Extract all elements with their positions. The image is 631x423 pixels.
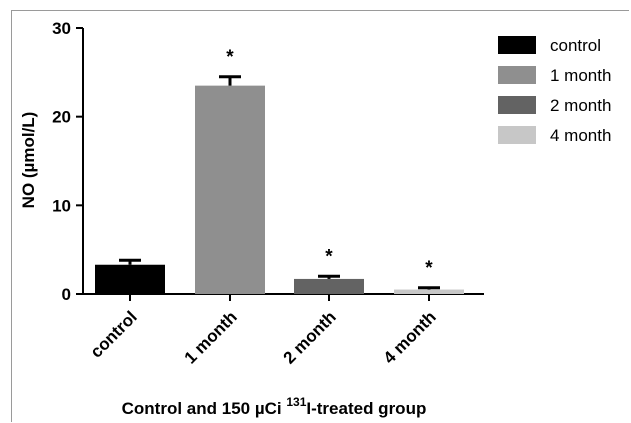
significance-star: * (425, 258, 433, 279)
legend-label: 1 month (550, 66, 611, 85)
bar (294, 278, 364, 294)
legend-swatch (498, 36, 536, 54)
y-tick-label: 20 (52, 108, 71, 127)
bar (394, 289, 464, 294)
significance-star: * (226, 47, 234, 68)
chart-frame (11, 10, 629, 422)
legend-swatch (498, 66, 536, 84)
y-tick-label: 30 (52, 19, 71, 38)
y-axis: 0 10 20 30 (52, 19, 84, 304)
legend-swatch (498, 126, 536, 144)
x-axis-title-suffix: I-treated group (306, 399, 426, 418)
legend-label: 2 month (550, 96, 611, 115)
y-tick-label: 0 (62, 285, 71, 304)
bar (95, 264, 165, 294)
x-tick-label: 2 month (280, 307, 340, 367)
y-tick-label: 10 (52, 196, 71, 215)
y-axis-title: NO (µmol/L) (19, 112, 38, 209)
significance-star: * (325, 246, 333, 267)
legend-label: 4 month (550, 126, 611, 145)
x-tick-labels: control 1 month 2 month 4 month (87, 307, 440, 367)
x-axis-title: Control and 150 µCi 131I-treated group (122, 395, 427, 418)
x-axis-title-prefix: Control and 150 µCi (122, 399, 287, 418)
bars-group (95, 85, 464, 294)
x-tick-label: 4 month (380, 307, 440, 367)
legend-swatch (498, 96, 536, 114)
legend: control 1 month 2 month 4 month (498, 36, 611, 145)
bar (195, 85, 265, 294)
x-tick-label: 1 month (181, 307, 241, 367)
x-axis-title-superscript: 131 (286, 395, 306, 409)
legend-label: control (550, 36, 601, 55)
x-axis (83, 293, 484, 301)
significance-markers: * * * (226, 47, 433, 279)
x-tick-label: control (87, 307, 141, 361)
error-bars-group (119, 75, 440, 290)
